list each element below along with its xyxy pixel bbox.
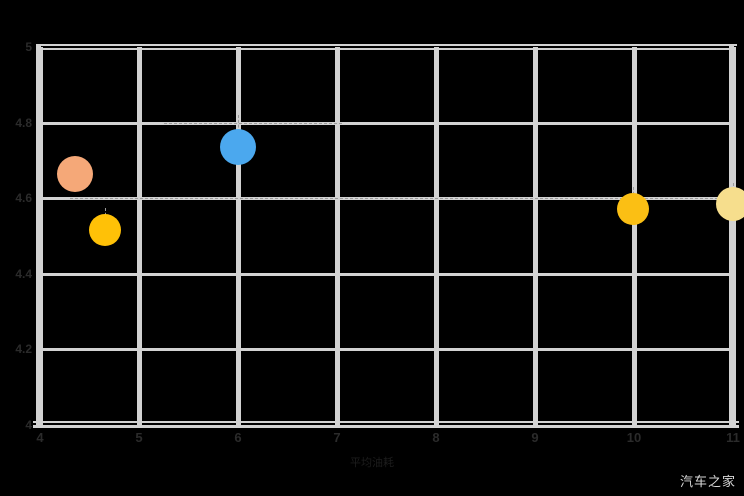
x-axis-spine xyxy=(33,421,739,423)
point-amber-left[interactable] xyxy=(89,214,122,247)
plot-top-border-inner xyxy=(40,48,733,50)
y-axis-tick-label: 4.6 xyxy=(15,191,32,206)
gridline-vertical xyxy=(38,47,43,425)
gridline-vertical xyxy=(731,47,736,425)
plot-top-border xyxy=(36,44,737,46)
y-axis-tick-label: 4.4 xyxy=(15,266,32,281)
y-axis-tick-label: 4 xyxy=(25,418,32,432)
y-axis-tick-label: 4.2 xyxy=(15,342,32,357)
point-peach[interactable] xyxy=(56,155,93,192)
x-axis-tick-label: 7 xyxy=(333,430,341,445)
x-axis-tick-label: 4 xyxy=(36,430,44,445)
point-yellow-pale[interactable] xyxy=(716,186,744,221)
x-axis-tick-label: 6 xyxy=(234,430,242,445)
x-axis-tick-label: 9 xyxy=(531,430,539,445)
x-axis-tick-label: 10 xyxy=(626,430,642,445)
gridline-horizontal xyxy=(40,272,733,276)
gridline-vertical xyxy=(335,47,340,425)
gridline-vertical xyxy=(632,47,637,425)
gridline-vertical xyxy=(533,47,538,425)
point-amber-right[interactable] xyxy=(617,192,649,225)
guide-right-horizontal xyxy=(69,198,733,200)
plot-area xyxy=(38,47,744,425)
guide-blue-horizontal xyxy=(163,122,342,124)
gridline-horizontal xyxy=(40,348,733,352)
x-axis-tick-label: 5 xyxy=(135,430,143,445)
point-blue[interactable] xyxy=(220,129,256,166)
x-axis-tick-label: 8 xyxy=(432,430,440,445)
y-axis-tick-label: 4.8 xyxy=(15,115,32,130)
x-axis-title: 平均油耗 xyxy=(350,457,394,469)
watermark-logo: 汽车之家 xyxy=(679,475,736,490)
gridline-vertical xyxy=(236,47,241,425)
gridline-vertical xyxy=(137,47,142,425)
gridline-vertical xyxy=(434,47,439,425)
y-axis-tick-label: 5 xyxy=(25,40,32,54)
x-axis-spine-inner xyxy=(33,425,739,428)
gridline-horizontal xyxy=(40,121,733,125)
x-axis-tick-label: 11 xyxy=(726,430,740,445)
